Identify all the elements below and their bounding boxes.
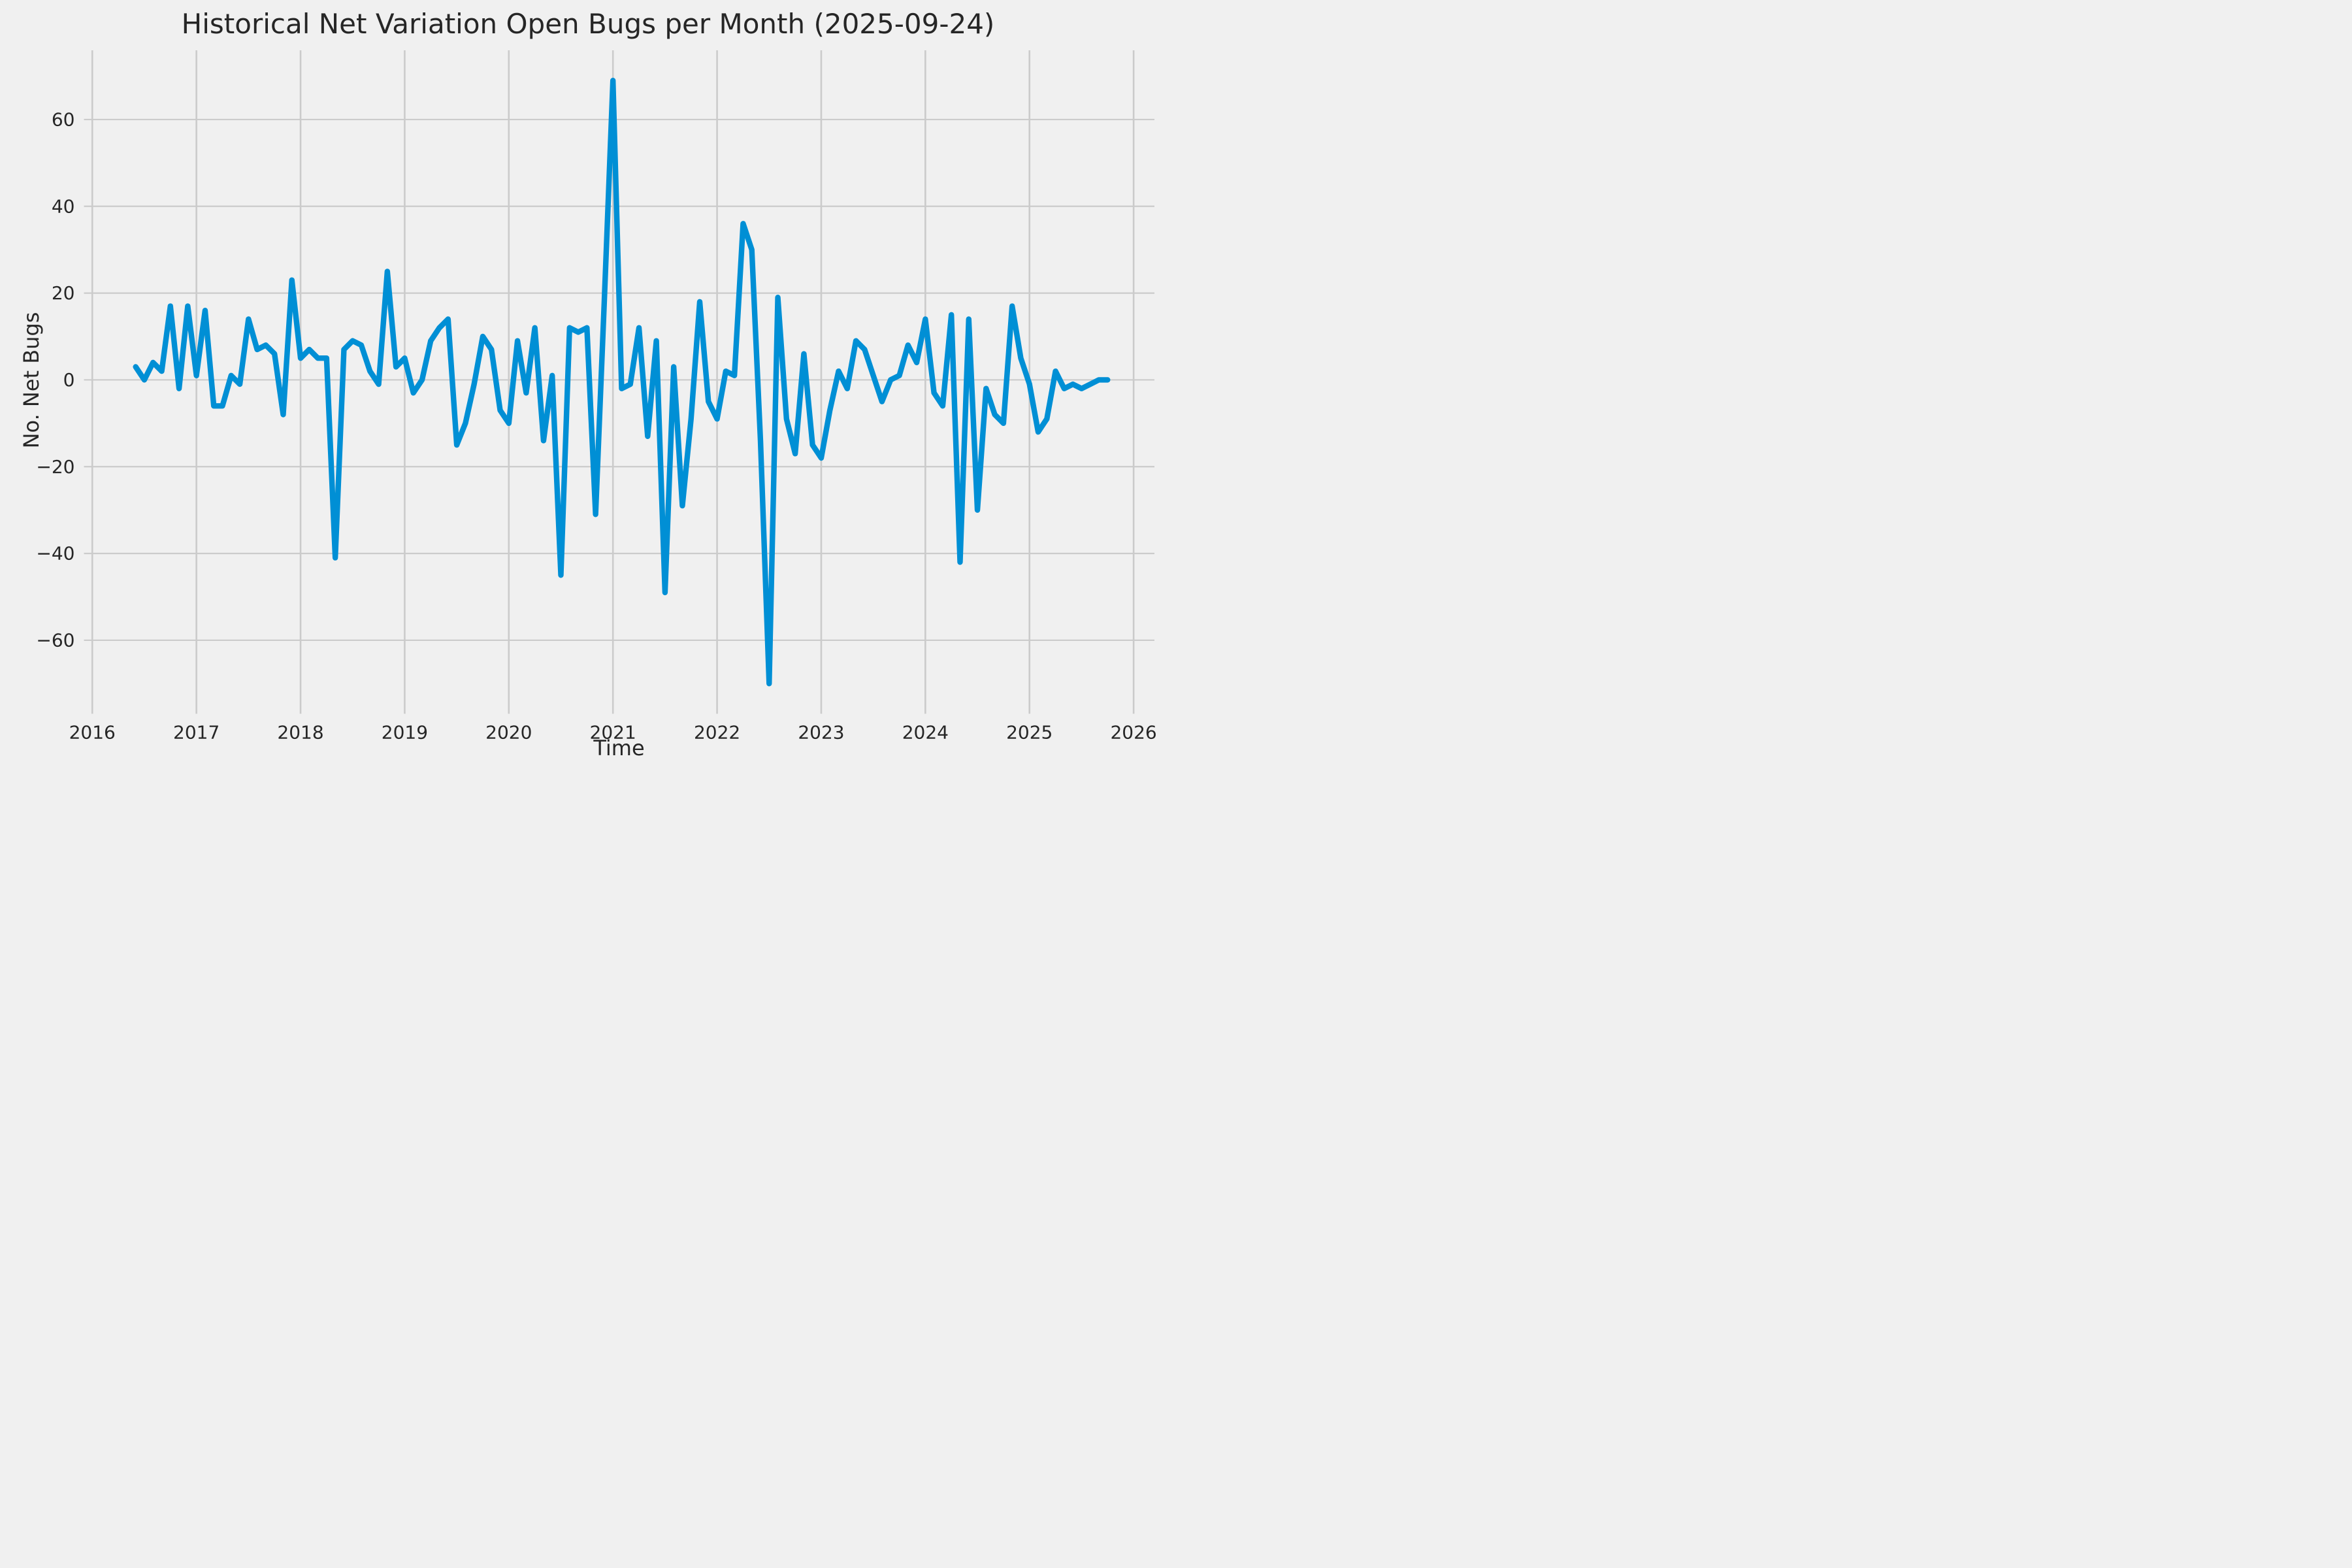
y-tick-label: 40	[52, 195, 75, 217]
x-tick-labels: 2016 2017 2018 2019 2020 2021 2022 2023 2024 2025…	[69, 721, 1157, 743]
figure: Historical Net Variation Open Bugs per M…	[0, 0, 1176, 784]
net-bugs-line-series	[133, 77, 1111, 687]
net-open-bugs-per-month-line	[133, 77, 1111, 687]
y-tick-label: −40	[36, 543, 74, 564]
x-tick-label: 2024	[902, 721, 949, 743]
x-tick-label: 2023	[798, 721, 844, 743]
x-tick-label: 2019	[382, 721, 428, 743]
y-tick-label: −60	[36, 629, 74, 651]
y-tick-label: 20	[52, 282, 75, 304]
x-tick-label: 2025	[1006, 721, 1053, 743]
chart-title: Historical Net Variation Open Bugs per M…	[181, 8, 995, 40]
x-tick-label: 2021	[590, 721, 636, 743]
y-axis-label: No. Net Bugs	[19, 312, 44, 449]
x-axis-label: Time	[593, 736, 645, 760]
x-tick-label: 2017	[173, 721, 220, 743]
line-chart-plot: 2016 2017 2018 2019 2020 2021 2022 2023 2024 2025…	[36, 50, 1157, 743]
x-tick-label: 2026	[1110, 721, 1156, 743]
x-tick-label: 2020	[485, 721, 532, 743]
x-tick-label: 2016	[69, 721, 116, 743]
x-tick-label: 2022	[694, 721, 740, 743]
y-tick-label: −20	[36, 456, 74, 478]
y-tick-labels: −60 −40 −20 0 20 40 60	[36, 108, 74, 651]
y-tick-label: 0	[63, 369, 75, 391]
x-tick-label: 2018	[277, 721, 323, 743]
y-tick-label: 60	[52, 108, 75, 130]
